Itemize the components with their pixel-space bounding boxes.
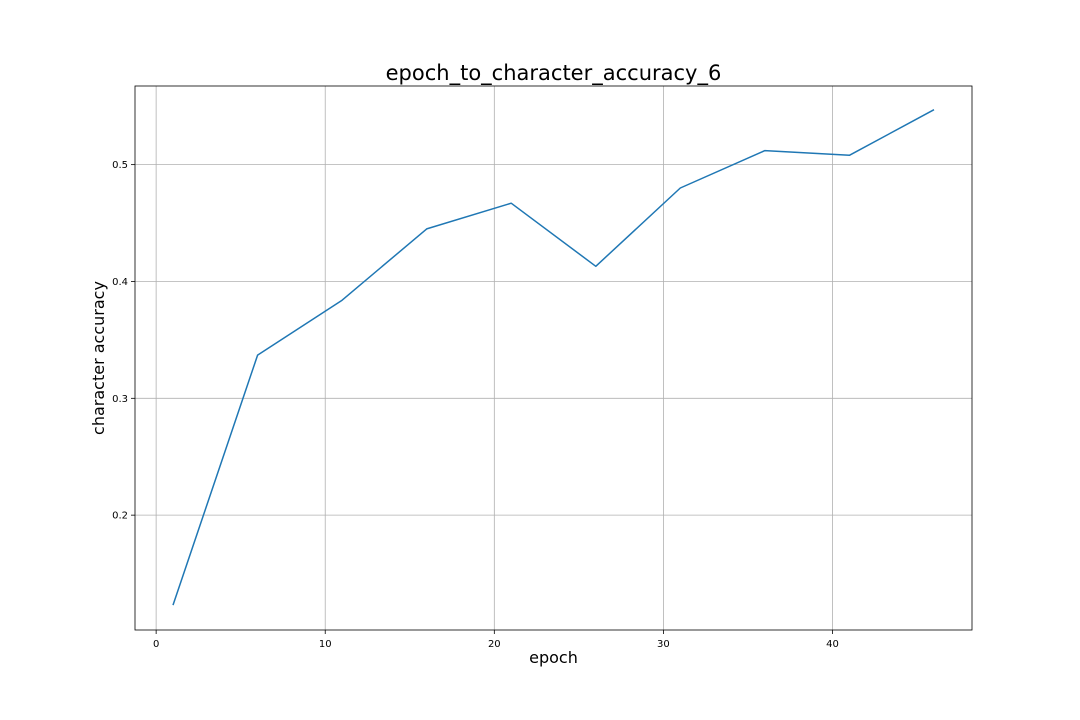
- x-axis-label: epoch: [529, 648, 578, 667]
- chart-title: epoch_to_character_accuracy_6: [386, 61, 722, 86]
- x-tick-label: 40: [826, 639, 839, 650]
- x-tick-label: 30: [657, 639, 670, 650]
- axis-ticks: 0 10 20 30 40 0.2 0.3 0.4 0.5: [112, 160, 839, 650]
- y-tick-label: 0.5: [112, 160, 128, 171]
- grid: [135, 86, 972, 630]
- x-tick-label: 0: [153, 639, 159, 650]
- plot-frame: [134, 85, 973, 631]
- x-tick-label: 20: [488, 639, 501, 650]
- y-axis-label: character accuracy: [89, 281, 108, 435]
- y-tick-label: 0.2: [112, 511, 128, 522]
- x-tick-label: 10: [319, 639, 332, 650]
- y-tick-label: 0.3: [112, 394, 128, 405]
- y-tick-label: 0.4: [112, 277, 128, 288]
- series-layer: [172, 109, 935, 606]
- series-line: [172, 109, 935, 606]
